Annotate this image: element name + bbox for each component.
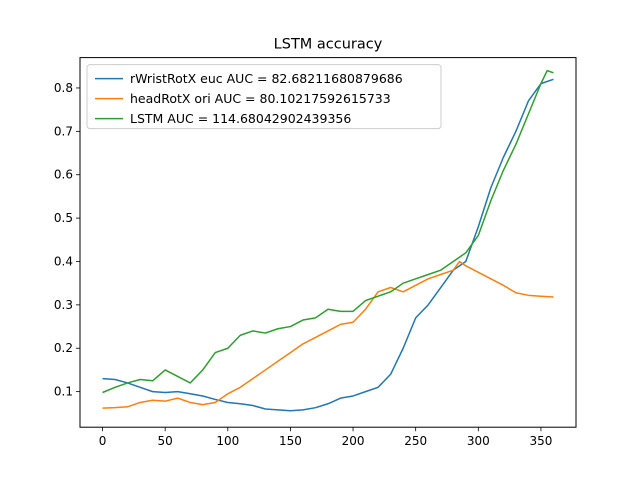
x-tick-label: 250: [404, 434, 427, 448]
series-line-2: [102, 260, 554, 409]
plot-area: [79, 57, 577, 428]
x-axis: 0 50 100 150 200 250 300 350: [99, 427, 552, 448]
y-tick-label: 0.1: [54, 385, 73, 399]
series-line-3: [102, 69, 554, 394]
y-tick-label: 0.4: [54, 254, 73, 268]
y-tick-label: 0.2: [54, 341, 73, 355]
y-tick-label: 0.8: [54, 81, 73, 95]
legend: rWristRotX euc AUC = 82.68211680879686 he…: [86, 64, 442, 130]
legend-label: headRotX ori AUC = 80.10217592615733: [130, 91, 391, 106]
chart-title: LSTM accuracy: [274, 37, 383, 53]
x-tick-label: 300: [467, 434, 490, 448]
legend-box: [86, 64, 442, 130]
y-tick-label: 0.5: [54, 211, 73, 225]
legend-label: rWristRotX euc AUC = 82.68211680879686: [130, 71, 403, 86]
x-tick-label: 50: [158, 434, 173, 448]
series-lines: [102, 69, 554, 412]
series-line-1: [102, 78, 554, 412]
x-tick-label: 0: [99, 434, 107, 448]
x-tick-label: 150: [279, 434, 302, 448]
y-axis: 0.1 0.2 0.3 0.4 0.5 0.6 0.7 0.8: [54, 81, 80, 399]
x-tick-label: 200: [342, 434, 365, 448]
y-tick-label: 0.6: [54, 168, 73, 182]
x-tick-label: 100: [216, 434, 239, 448]
y-tick-label: 0.3: [54, 298, 73, 312]
legend-label: LSTM AUC = 114.68042902439356: [130, 111, 351, 126]
y-tick-label: 0.7: [54, 124, 73, 138]
x-tick-label: 350: [529, 434, 552, 448]
